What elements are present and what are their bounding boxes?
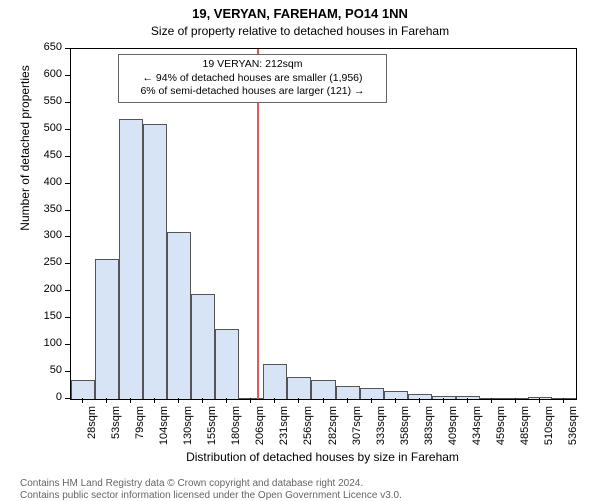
x-tick-label: 383sqm bbox=[423, 406, 435, 456]
x-tick-label: 358sqm bbox=[399, 406, 411, 456]
footer-line-1: Contains HM Land Registry data © Crown c… bbox=[20, 478, 363, 489]
histogram-bar bbox=[167, 232, 191, 399]
y-tick-label: 50 bbox=[32, 364, 62, 376]
y-tick bbox=[65, 210, 70, 211]
x-tick bbox=[178, 398, 179, 403]
y-tick-label: 500 bbox=[32, 122, 62, 134]
x-tick bbox=[106, 398, 107, 403]
x-tick bbox=[371, 398, 372, 403]
y-tick bbox=[65, 48, 70, 49]
y-tick bbox=[65, 183, 70, 184]
histogram-bar bbox=[311, 380, 335, 399]
y-tick bbox=[65, 371, 70, 372]
y-axis-label: Number of detached properties bbox=[18, 0, 32, 323]
y-tick bbox=[65, 236, 70, 237]
y-tick bbox=[65, 344, 70, 345]
x-tick-label: 104sqm bbox=[158, 406, 170, 456]
x-tick-label: 536sqm bbox=[567, 406, 579, 456]
x-tick-label: 333sqm bbox=[375, 406, 387, 456]
x-tick-label: 282sqm bbox=[327, 406, 339, 456]
annotation-line-2: ← 94% of detached houses are smaller (1,… bbox=[125, 72, 380, 86]
x-tick bbox=[82, 398, 83, 403]
x-tick bbox=[202, 398, 203, 403]
y-tick bbox=[65, 102, 70, 103]
x-tick-label: 485sqm bbox=[519, 406, 531, 456]
histogram-bar bbox=[287, 377, 311, 399]
histogram-bar bbox=[215, 329, 239, 399]
y-tick bbox=[65, 156, 70, 157]
y-tick-label: 650 bbox=[32, 41, 62, 53]
x-tick bbox=[250, 398, 251, 403]
x-tick-label: 307sqm bbox=[351, 406, 363, 456]
y-tick-label: 100 bbox=[32, 337, 62, 349]
x-tick bbox=[539, 398, 540, 403]
histogram-bar bbox=[95, 259, 119, 399]
x-tick-label: 409sqm bbox=[447, 406, 459, 456]
y-tick bbox=[65, 317, 70, 318]
x-tick-label: 231sqm bbox=[278, 406, 290, 456]
x-tick bbox=[226, 398, 227, 403]
x-tick-label: 79sqm bbox=[134, 406, 146, 456]
x-tick-label: 180sqm bbox=[230, 406, 242, 456]
y-tick bbox=[65, 263, 70, 264]
x-tick-label: 28sqm bbox=[86, 406, 98, 456]
x-tick bbox=[563, 398, 564, 403]
x-tick bbox=[467, 398, 468, 403]
x-tick bbox=[347, 398, 348, 403]
y-tick-label: 600 bbox=[32, 68, 62, 80]
y-tick-label: 300 bbox=[32, 229, 62, 241]
x-tick bbox=[274, 398, 275, 403]
marker-annotation: 19 VERYAN: 212sqm ← 94% of detached hous… bbox=[118, 54, 387, 103]
y-tick-label: 450 bbox=[32, 149, 62, 161]
annotation-line-1: 19 VERYAN: 212sqm bbox=[125, 58, 380, 72]
y-tick-label: 0 bbox=[32, 391, 62, 403]
y-tick bbox=[65, 290, 70, 291]
x-tick-label: 510sqm bbox=[543, 406, 555, 456]
chart-title-main: 19, VERYAN, FAREHAM, PO14 1NN bbox=[0, 6, 600, 21]
x-tick-label: 459sqm bbox=[495, 406, 507, 456]
x-tick bbox=[491, 398, 492, 403]
x-tick-label: 206sqm bbox=[254, 406, 266, 456]
chart-container: 19, VERYAN, FAREHAM, PO14 1NN Size of pr… bbox=[0, 0, 600, 500]
y-tick bbox=[65, 75, 70, 76]
x-tick bbox=[154, 398, 155, 403]
x-tick bbox=[395, 398, 396, 403]
x-tick-label: 130sqm bbox=[182, 406, 194, 456]
x-tick bbox=[419, 398, 420, 403]
y-tick-label: 400 bbox=[32, 176, 62, 188]
histogram-bar bbox=[71, 380, 95, 399]
x-tick bbox=[298, 398, 299, 403]
histogram-bar bbox=[119, 119, 143, 399]
x-tick-label: 53sqm bbox=[110, 406, 122, 456]
histogram-bar bbox=[191, 294, 215, 399]
histogram-bar bbox=[263, 364, 287, 399]
y-tick-label: 350 bbox=[32, 203, 62, 215]
footer-line-2: Contains public sector information licen… bbox=[20, 490, 402, 501]
histogram-bar bbox=[143, 124, 167, 399]
histogram-bar bbox=[239, 398, 263, 399]
y-tick-label: 250 bbox=[32, 256, 62, 268]
annotation-line-3: 6% of semi-detached houses are larger (1… bbox=[125, 85, 380, 99]
x-tick-label: 256sqm bbox=[302, 406, 314, 456]
histogram-bar bbox=[336, 386, 360, 399]
y-tick bbox=[65, 129, 70, 130]
x-tick bbox=[515, 398, 516, 403]
x-tick-label: 434sqm bbox=[471, 406, 483, 456]
y-tick-label: 150 bbox=[32, 310, 62, 322]
x-tick bbox=[130, 398, 131, 403]
x-tick-label: 155sqm bbox=[206, 406, 218, 456]
x-tick bbox=[443, 398, 444, 403]
y-tick-label: 550 bbox=[32, 95, 62, 107]
y-tick bbox=[65, 398, 70, 399]
x-tick bbox=[323, 398, 324, 403]
chart-title-sub: Size of property relative to detached ho… bbox=[0, 24, 600, 38]
y-tick-label: 200 bbox=[32, 283, 62, 295]
